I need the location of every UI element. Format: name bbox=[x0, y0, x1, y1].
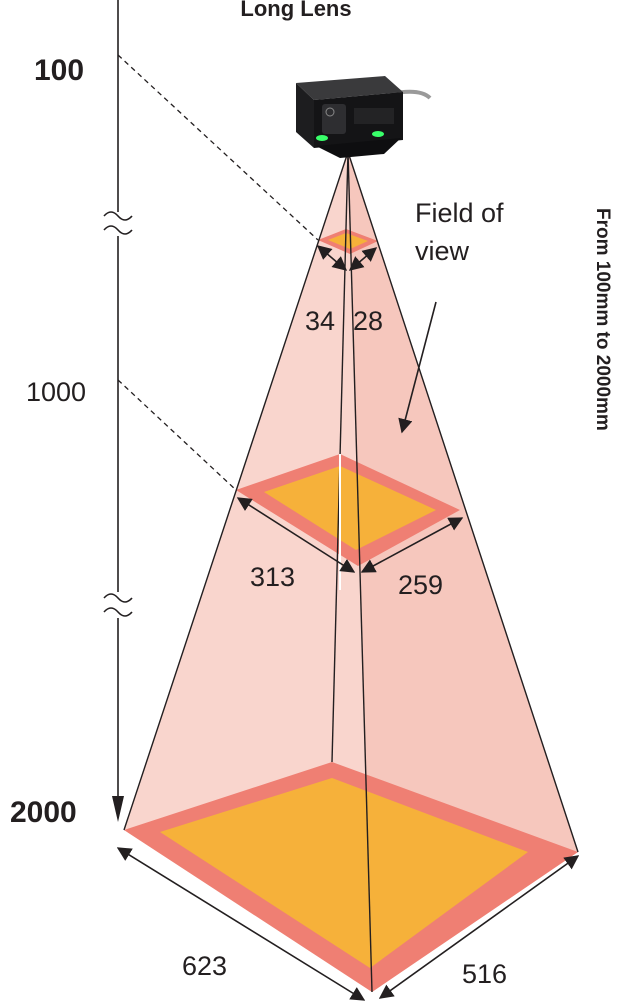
far-width-arrow bbox=[116, 847, 366, 1001]
projection-lines bbox=[117, 54, 319, 491]
range-label: From 100mm to 2000mm bbox=[592, 208, 613, 431]
near-height-arrow bbox=[348, 247, 378, 271]
mid-width-arrow bbox=[236, 497, 356, 573]
camera-dial-icon bbox=[325, 107, 335, 117]
field-of-view-label-line1: Field of bbox=[415, 198, 504, 228]
fov-near-area bbox=[328, 233, 368, 249]
axis-break-symbol bbox=[103, 593, 133, 617]
mid-width-label: 313 bbox=[250, 562, 295, 592]
far-width-label: 623 bbox=[182, 951, 227, 981]
led-icon bbox=[316, 135, 328, 141]
distance-label-far: 2000 bbox=[10, 796, 77, 829]
distance-label-mid: 1000 bbox=[26, 377, 86, 407]
camera-sensor bbox=[296, 76, 432, 158]
near-width-label: 34 bbox=[305, 306, 335, 336]
far-height-label: 516 bbox=[462, 959, 507, 989]
distance-label-near: 100 bbox=[34, 54, 84, 87]
field-of-view-label-line2: view bbox=[415, 236, 470, 266]
distance-axis-arrowhead bbox=[112, 796, 124, 822]
field-of-view-pointer bbox=[398, 301, 437, 434]
far-height-arrow bbox=[378, 855, 580, 999]
mid-height-arrow bbox=[360, 517, 464, 573]
near-width-arrow bbox=[316, 245, 348, 271]
dimension-arrows bbox=[116, 245, 580, 1001]
diagram-title: Long Lens bbox=[240, 0, 351, 21]
axis-break-symbol bbox=[103, 211, 133, 235]
mid-height-label: 259 bbox=[398, 570, 443, 600]
led-icon bbox=[372, 131, 384, 137]
near-height-label: 28 bbox=[353, 306, 383, 336]
